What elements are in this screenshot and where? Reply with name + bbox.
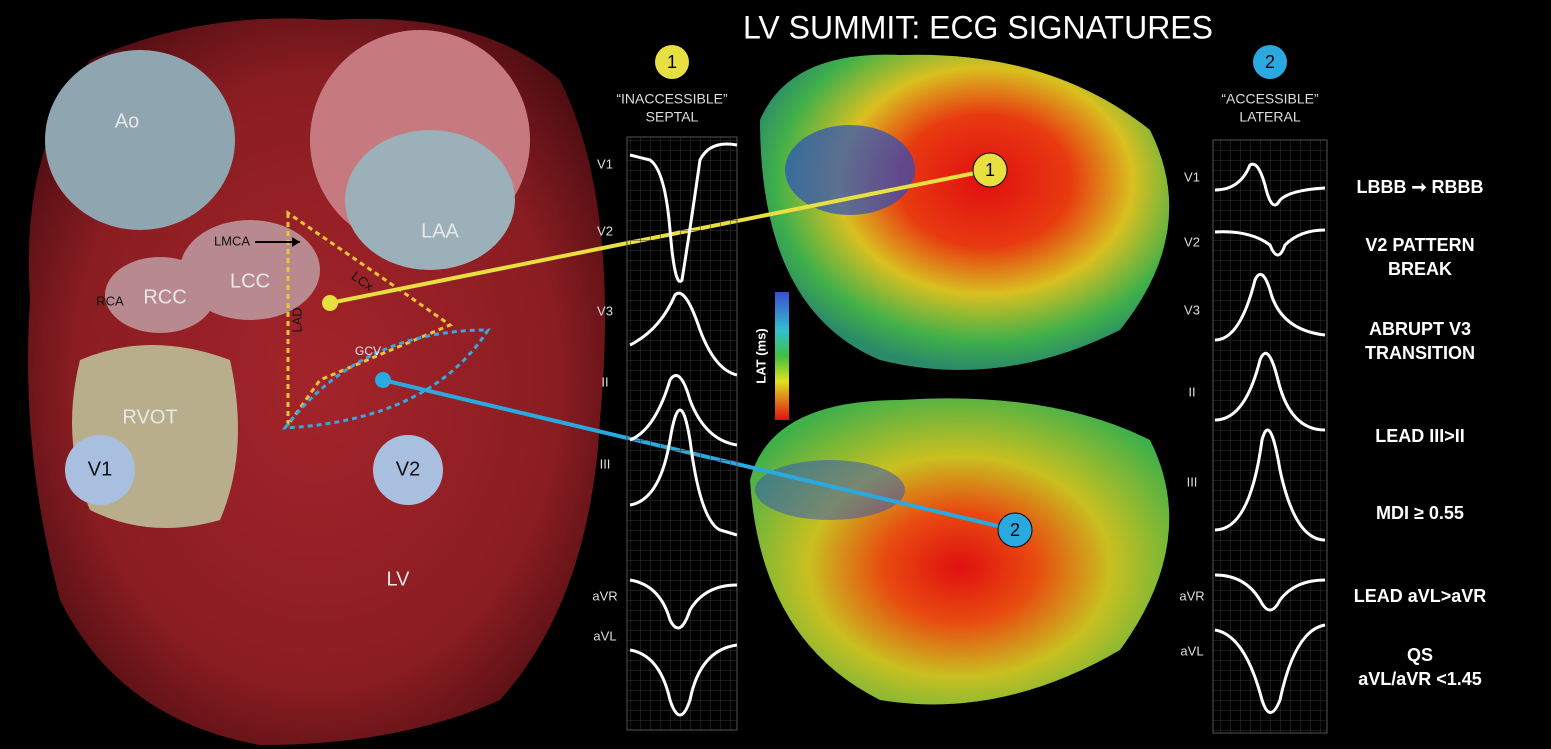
- criterion: aVL/aVR <1.45: [1358, 669, 1482, 689]
- label-v2: V2: [396, 458, 420, 480]
- label-gcv: GCV: [355, 344, 381, 358]
- label-rca: RCA: [96, 293, 124, 308]
- panel-label: SEPTAL: [646, 109, 699, 125]
- ecg-panel: [1212, 139, 1328, 734]
- lead-label: V1: [1184, 169, 1200, 184]
- panel-label: “ACCESSIBLE”: [1221, 91, 1319, 107]
- criterion: LBBB ➞ RBBB: [1356, 177, 1483, 197]
- panel-number: 1: [667, 52, 677, 72]
- label-lv: LV: [387, 568, 411, 590]
- heart-anatomy: [28, 18, 605, 746]
- map-marker-label: 2: [1010, 520, 1020, 540]
- label-ao: Ao: [115, 110, 139, 132]
- label-rvot: RVOT: [122, 406, 177, 428]
- criterion: QS: [1407, 645, 1433, 665]
- colorbar-label: LAT (ms): [753, 328, 768, 383]
- activation-maps: [750, 54, 1170, 705]
- ecg-traces: [629, 142, 738, 717]
- label-laa: LAA: [421, 220, 459, 242]
- criterion: V2 PATTERN: [1365, 235, 1474, 255]
- lead-label: V3: [1184, 302, 1200, 317]
- label-lad: LAD: [289, 307, 304, 332]
- label-rcc: RCC: [143, 286, 186, 308]
- lead-label: V2: [597, 223, 613, 238]
- lead-label: aVR: [1179, 588, 1204, 603]
- panel-badge: [655, 45, 689, 79]
- map-marker: [972, 152, 1008, 188]
- ecg-traces: [1214, 162, 1326, 714]
- label-lmca: LMCA: [214, 233, 250, 248]
- criterion: TRANSITION: [1365, 343, 1475, 363]
- lead-label: V3: [597, 303, 613, 318]
- panel-number: 2: [1265, 52, 1275, 72]
- connector-dot: [375, 372, 391, 388]
- label-v1: V1: [88, 458, 112, 480]
- lead-label: II: [601, 374, 608, 389]
- lead-label: V1: [597, 156, 613, 171]
- criterion: BREAK: [1388, 259, 1452, 279]
- label-lcc: LCC: [230, 270, 270, 292]
- ecg-panel: [626, 136, 738, 731]
- lead-label: III: [600, 456, 611, 471]
- criterion: ABRUPT V3: [1369, 319, 1471, 339]
- lead-label: aVR: [592, 588, 617, 603]
- panel-badge: [1253, 45, 1287, 79]
- criterion: LEAD III>II: [1375, 426, 1465, 446]
- lead-label: III: [1187, 474, 1198, 489]
- lead-label: II: [1188, 384, 1195, 399]
- title: LV SUMMIT: ECG SIGNATURES: [743, 9, 1213, 45]
- criterion: MDI ≥ 0.55: [1376, 503, 1464, 523]
- lead-label: aVL: [593, 628, 616, 643]
- map-marker: [997, 512, 1033, 548]
- panel-label: LATERAL: [1239, 109, 1300, 125]
- map-marker-label: 1: [985, 160, 995, 180]
- panel-label: “INACCESSIBLE”: [616, 91, 728, 107]
- lead-label: V2: [1184, 234, 1200, 249]
- lead-label: aVL: [1180, 643, 1203, 658]
- criterion: LEAD aVL>aVR: [1354, 586, 1487, 606]
- connector-dot: [322, 295, 338, 311]
